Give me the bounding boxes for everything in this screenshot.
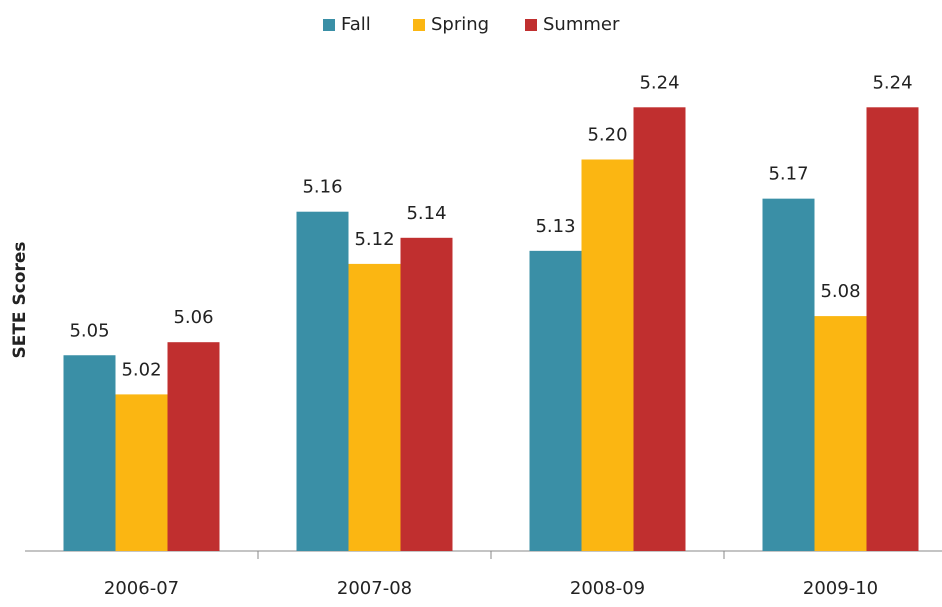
data-label: 5.08 <box>820 281 860 302</box>
data-label: 5.02 <box>121 359 161 380</box>
legend-label: Fall <box>341 14 371 35</box>
data-label: 5.05 <box>69 320 109 341</box>
legend-label: Summer <box>543 14 620 35</box>
legend-label: Spring <box>431 14 489 35</box>
data-label: 5.14 <box>406 203 446 224</box>
x-tick-label: 2008-09 <box>570 578 645 599</box>
x-tick-label: 2009-10 <box>803 578 878 599</box>
data-label: 5.17 <box>768 164 808 185</box>
legend-swatch <box>413 19 425 31</box>
data-label: 5.16 <box>302 177 342 198</box>
bar <box>115 394 168 551</box>
data-label: 5.12 <box>354 229 394 250</box>
bar <box>167 342 220 551</box>
bar <box>581 159 634 551</box>
bar <box>63 355 116 551</box>
data-label: 5.13 <box>535 216 575 237</box>
x-tick-label: 2006-07 <box>104 578 179 599</box>
y-axis-label: SETE Scores <box>10 241 30 358</box>
data-label: 5.24 <box>872 72 912 93</box>
bar <box>762 198 815 551</box>
data-label: 5.06 <box>173 307 213 328</box>
bar <box>400 237 453 552</box>
legend-swatch <box>525 19 537 31</box>
bar <box>633 107 686 552</box>
bar <box>866 107 919 552</box>
bar <box>814 316 867 551</box>
data-label: 5.20 <box>587 125 627 146</box>
bar <box>296 211 349 551</box>
bar <box>348 263 401 551</box>
x-tick-label: 2007-08 <box>337 578 412 599</box>
bar <box>529 250 582 551</box>
legend-swatch <box>323 19 335 31</box>
data-label: 5.24 <box>639 72 679 93</box>
